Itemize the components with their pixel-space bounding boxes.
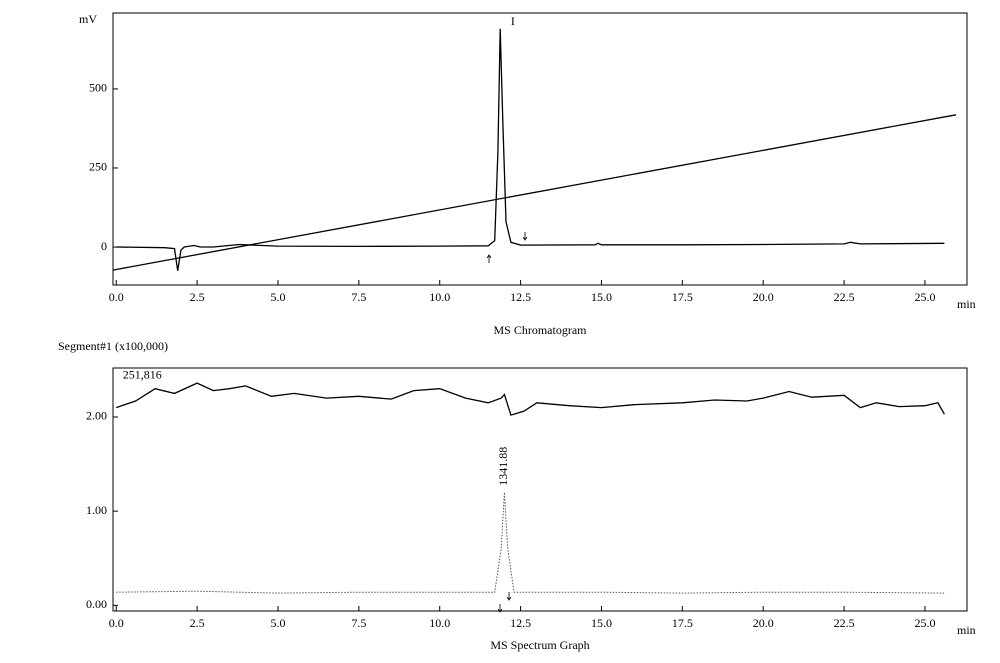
annotation: 1341.88 (496, 447, 510, 486)
x-tick-label: 5.0 (270, 616, 285, 630)
x-tick-label: 15.0 (591, 616, 612, 630)
y-tick-label: 500 (89, 81, 107, 95)
x-tick-label: 5.0 (270, 290, 285, 304)
annotation: I (511, 14, 515, 28)
y-axis-label: Segment#1 (x100,000) (58, 339, 168, 353)
y-tick-label: 1.00 (86, 503, 107, 517)
x-tick-label: 12.5 (510, 616, 531, 630)
x-tick-label: 7.5 (351, 616, 366, 630)
integration-arrow (486, 254, 492, 263)
annotation: 251,816 (123, 367, 162, 381)
x-tick-label: 25.0 (914, 290, 935, 304)
x-tick-label: 0.0 (109, 616, 124, 630)
x-tick-label: 20.0 (753, 290, 774, 304)
x-tick-label: 25.0 (914, 616, 935, 630)
integration-arrow (522, 232, 528, 241)
y-axis-label: mV (79, 12, 97, 26)
x-tick-label: 20.0 (753, 616, 774, 630)
trace (116, 28, 945, 271)
y-tick-label: 250 (89, 160, 107, 174)
x-unit-label: min (957, 623, 976, 637)
trace (112, 114, 957, 271)
x-tick-label: 10.0 (429, 616, 450, 630)
y-tick-label: 0.00 (86, 597, 107, 611)
integration-arrow (497, 604, 503, 613)
x-tick-label: 7.5 (351, 290, 366, 304)
x-tick-label: 17.5 (672, 290, 693, 304)
integration-arrow (506, 592, 512, 601)
x-tick-label: 12.5 (510, 290, 531, 304)
chart-title: MS Spectrum Graph (490, 638, 589, 652)
plot-frame (112, 12, 968, 286)
x-tick-label: 22.5 (834, 290, 855, 304)
chart-title: MS Chromatogram (494, 323, 588, 337)
trace (115, 382, 945, 416)
y-tick-label: 0 (101, 239, 107, 253)
x-unit-label: min (957, 297, 976, 311)
trace (116, 492, 945, 594)
y-tick-label: 2.00 (86, 409, 107, 423)
x-tick-label: 10.0 (429, 290, 450, 304)
plot-frame (112, 367, 968, 612)
x-tick-label: 2.5 (190, 616, 205, 630)
x-tick-label: 17.5 (672, 616, 693, 630)
x-tick-label: 2.5 (190, 290, 205, 304)
x-tick-label: 15.0 (591, 290, 612, 304)
x-tick-label: 0.0 (109, 290, 124, 304)
x-tick-label: 22.5 (834, 616, 855, 630)
